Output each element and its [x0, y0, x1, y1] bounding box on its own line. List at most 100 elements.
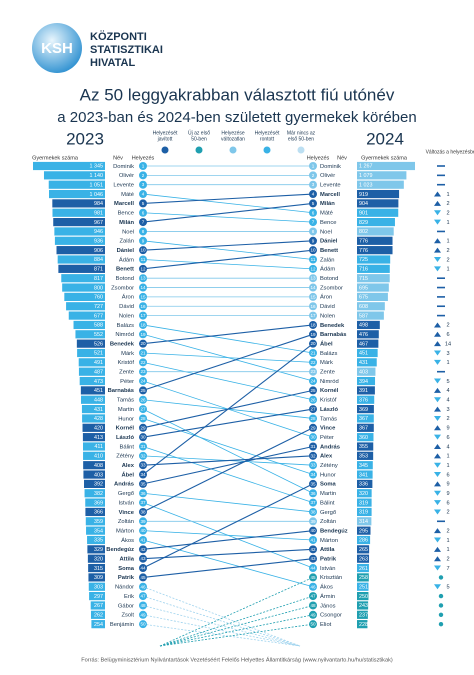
- rank-marker: [139, 255, 147, 264]
- rank: 15: [140, 294, 146, 299]
- change-label: 4: [446, 398, 449, 404]
- logo-line: HIVATAL: [90, 57, 135, 69]
- rank: 27: [140, 407, 146, 412]
- new-marker: [438, 603, 444, 608]
- rank-marker: [309, 330, 317, 339]
- count-label: 411: [94, 444, 103, 450]
- bar: [58, 264, 105, 273]
- rank-marker: [139, 358, 147, 367]
- name: Zente: [320, 370, 335, 376]
- rank: 33: [310, 463, 316, 468]
- name: Vince: [320, 426, 336, 432]
- bar: [357, 526, 371, 535]
- rank: 17: [310, 313, 316, 318]
- change-arrow: [434, 556, 441, 562]
- change-label: 9: [446, 426, 449, 432]
- rank-marker: [309, 423, 317, 432]
- connector: [142, 427, 314, 513]
- change-label: 6: [446, 332, 449, 338]
- bar: [88, 573, 105, 582]
- bar: [357, 545, 370, 554]
- name: Ábel: [320, 340, 333, 347]
- rank: 2: [312, 173, 315, 178]
- change-label: 1: [446, 360, 449, 366]
- count-label: 467: [359, 341, 368, 347]
- count-label: 431: [94, 407, 103, 413]
- rank: 16: [140, 304, 146, 309]
- count-label: 315: [94, 566, 103, 572]
- name: Csongor: [320, 613, 342, 619]
- connector: [142, 446, 314, 503]
- rank-marker: [139, 199, 147, 208]
- change-arrow: [434, 200, 441, 206]
- count-label: 451: [94, 388, 103, 394]
- count-label: 250: [359, 594, 368, 600]
- change-arrow: [434, 472, 441, 478]
- name: Gergő: [118, 491, 134, 497]
- connector-new: [159, 605, 314, 647]
- bar: [83, 470, 105, 479]
- bar: [85, 507, 105, 517]
- bar: [357, 189, 400, 199]
- rank: 43: [140, 556, 146, 561]
- count-label: 906: [94, 248, 103, 254]
- name: Vince: [119, 510, 135, 516]
- change-arrow: [434, 322, 441, 328]
- change-arrow: [434, 387, 441, 393]
- rank-marker: [139, 246, 147, 255]
- change-label: 1: [446, 547, 449, 553]
- connector: [142, 240, 314, 251]
- rank: 23: [310, 369, 316, 374]
- connector: [142, 418, 314, 475]
- bar: [357, 405, 374, 414]
- count-label: 366: [94, 510, 103, 516]
- count-label: 919: [359, 192, 368, 198]
- rank: 25: [140, 388, 146, 393]
- count-label: 725: [359, 257, 368, 263]
- count-label: 345: [359, 463, 368, 469]
- change-arrow: [434, 341, 441, 347]
- change-arrow: [434, 509, 441, 515]
- change-arrow: [434, 238, 441, 244]
- rank: 15: [310, 294, 316, 299]
- count-label: 391: [359, 388, 368, 394]
- rank: 10: [310, 248, 316, 253]
- rank-marker: [139, 582, 147, 591]
- count-label: 359: [94, 519, 103, 525]
- count-label: 286: [359, 538, 368, 544]
- legend-label: Helyezését: [153, 130, 178, 136]
- column-header: Helyezés: [132, 155, 155, 161]
- rank: 34: [140, 472, 146, 477]
- count-label: 498: [359, 323, 368, 329]
- count-label: 817: [94, 276, 103, 282]
- rank-marker: [309, 199, 317, 208]
- change-label: 2: [446, 416, 449, 422]
- rank-marker: [139, 405, 147, 414]
- name: Benett: [116, 267, 134, 273]
- count-label: 1 023: [359, 182, 373, 188]
- count-label: 936: [94, 239, 103, 245]
- name: Áron: [320, 294, 332, 301]
- name: János: [320, 603, 336, 609]
- name: Soma: [118, 566, 135, 572]
- name: István: [119, 500, 134, 506]
- name: Zsombor: [111, 285, 134, 291]
- change-arrow: [434, 359, 441, 365]
- change-arrow: [434, 500, 441, 506]
- legend-label: Helyezése: [221, 130, 245, 136]
- count-label: 413: [94, 435, 103, 441]
- rank-marker: [309, 601, 317, 610]
- count-label: 526: [94, 341, 103, 347]
- bar: [64, 292, 105, 301]
- rank-marker: [139, 489, 147, 498]
- rank-marker: [309, 461, 317, 470]
- legend-label: Új az első: [188, 129, 210, 136]
- bar: [82, 442, 105, 451]
- count-label: 428: [94, 416, 103, 422]
- bar: [82, 423, 105, 432]
- count-label: 254: [94, 622, 103, 628]
- name: Ádám: [119, 256, 134, 263]
- count-label: 1 140: [90, 173, 104, 179]
- count-label: 367: [359, 416, 368, 422]
